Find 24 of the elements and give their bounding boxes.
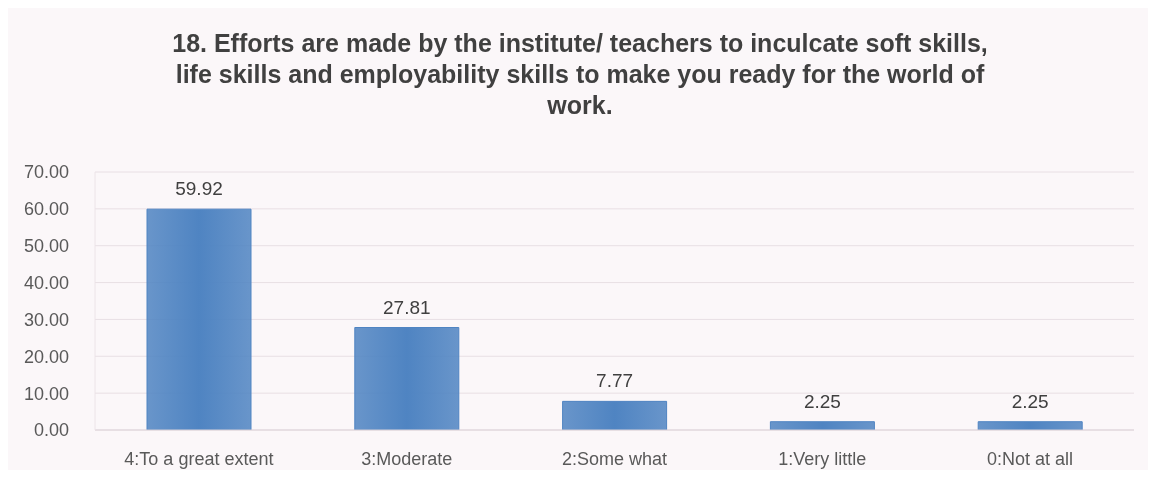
- x-tick-label: 4:To a great extent: [124, 448, 274, 469]
- x-tick-label: 3:Moderate: [361, 448, 453, 469]
- data-label: 59.92: [175, 178, 223, 200]
- y-tick-label: 40.00: [23, 272, 69, 293]
- y-tick-label: 50.00: [23, 236, 69, 257]
- bar: [562, 400, 668, 430]
- bar: [977, 421, 1083, 430]
- x-tick-label: 0:Not at all: [987, 448, 1074, 469]
- bar: [146, 208, 252, 430]
- bar: [354, 327, 460, 430]
- x-tick-label: 1:Very little: [778, 448, 867, 469]
- data-label: 2.25: [803, 390, 841, 412]
- y-tick-label: 20.00: [23, 346, 69, 367]
- y-tick-label: 10.00: [23, 383, 69, 404]
- x-tick-label: 2:Some what: [561, 448, 668, 469]
- y-tick-label: 0.00: [33, 420, 69, 441]
- data-label: 27.81: [383, 296, 431, 318]
- bar: [769, 421, 875, 430]
- data-label: 7.77: [596, 370, 634, 392]
- y-tick-label: 70.00: [23, 162, 69, 183]
- y-tick-label: 30.00: [23, 309, 69, 330]
- y-tick-label: 60.00: [23, 199, 69, 220]
- chart-title: 18. Efforts are made by the institute/ teachers to inculcate soft skills, life skills and employability skills to make you ready for the world of work.: [171, 28, 989, 121]
- data-label: 2.25: [1011, 390, 1049, 412]
